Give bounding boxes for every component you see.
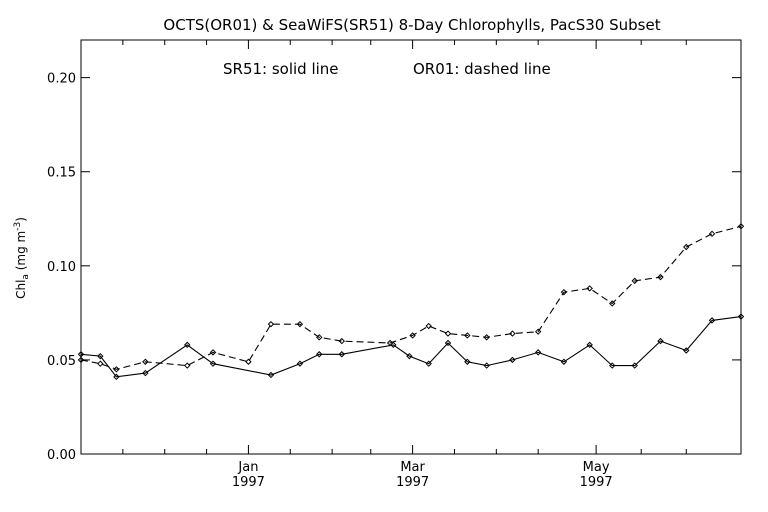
series-point-or01 [683,243,690,251]
series-point-sr51 [534,349,542,356]
y-axis-label-unit: (mg m [14,231,28,274]
y-tick-label: 0.00 [47,448,76,463]
series-point-or01 [386,339,394,347]
series-point-sr51 [444,339,452,347]
x-tick-label-year: 1997 [396,475,429,490]
series-point-sr51 [483,362,490,369]
series-point-or01 [77,356,85,364]
series-point-or01 [737,223,745,230]
x-tick-label-month: Jan [237,460,258,475]
y-tick-label: 0.10 [47,260,76,275]
chart-title: OCTS(OR01) & SeaWiFS(SR51) 8-Day Chlorop… [163,16,660,34]
series-point-or01 [113,366,120,373]
plot-area: 0.000.050.100.150.20Jan1997Mar1997May199… [47,39,745,490]
y-axis-label-close: ) [14,217,28,222]
x-tick-label-year: 1997 [232,475,265,490]
series-point-sr51 [406,352,413,360]
series-point-sr51 [77,351,85,358]
series-point-sr51 [464,358,471,365]
series-point-or01 [97,360,104,367]
series-point-sr51 [560,358,568,365]
y-axis-label-sub: a [21,274,31,280]
series-point-or01 [444,330,452,337]
y-tick-label: 0.20 [47,72,76,87]
y-axis-label-exp: -3 [13,222,23,231]
series-line-or01 [80,225,742,370]
series-point-sr51 [737,313,745,320]
series-point-sr51 [425,360,432,367]
series-point-sr51 [113,373,120,381]
series-point-or01 [296,320,304,328]
series-point-sr51 [296,360,304,367]
series-point-or01 [586,285,593,292]
series-point-or01 [657,273,664,281]
x-tick-label-year: 1997 [580,475,613,490]
series-point-sr51 [316,351,323,358]
y-axis-label-main: Chl [14,280,28,299]
series-point-or01 [708,230,716,238]
series-point-or01 [409,332,416,339]
series-point-sr51 [142,369,149,377]
legend-solid-note: SR51: solid line [223,60,339,78]
series-point-or01 [631,277,638,285]
series-point-or01 [425,322,432,330]
series-point-sr51 [609,362,616,369]
series-point-or01 [184,362,191,369]
series-point-or01 [267,320,275,328]
x-tick-label-month: May [583,460,610,475]
series-point-or01 [609,300,616,307]
series-point-sr51 [586,341,593,349]
series-point-sr51 [267,371,275,379]
series-point-or01 [483,334,490,341]
y-axis-label: Chla (mg m-3) [13,217,31,299]
series-point-sr51 [209,360,217,367]
series-point-or01 [316,334,323,341]
series-point-sr51 [97,352,104,360]
series-point-or01 [534,328,542,335]
series-point-sr51 [683,347,690,354]
series-point-or01 [209,349,217,356]
series-point-sr51 [657,337,664,345]
y-tick-label: 0.15 [47,166,76,181]
series-point-or01 [509,330,516,337]
series-point-sr51 [631,362,638,369]
series-point-sr51 [184,341,191,349]
series-point-sr51 [509,356,516,364]
series-point-or01 [464,332,471,339]
series-point-sr51 [338,351,345,358]
series-point-or01 [560,288,568,296]
series-point-or01 [142,358,149,365]
x-tick-label-month: Mar [400,460,425,475]
y-tick-label: 0.05 [47,354,76,369]
plot-frame [80,39,742,455]
series-point-or01 [338,337,345,345]
series-line-sr51 [80,316,742,378]
series-point-or01 [245,358,252,365]
series-point-sr51 [708,317,716,324]
legend-dashed-note: OR01: dashed line [413,60,551,78]
